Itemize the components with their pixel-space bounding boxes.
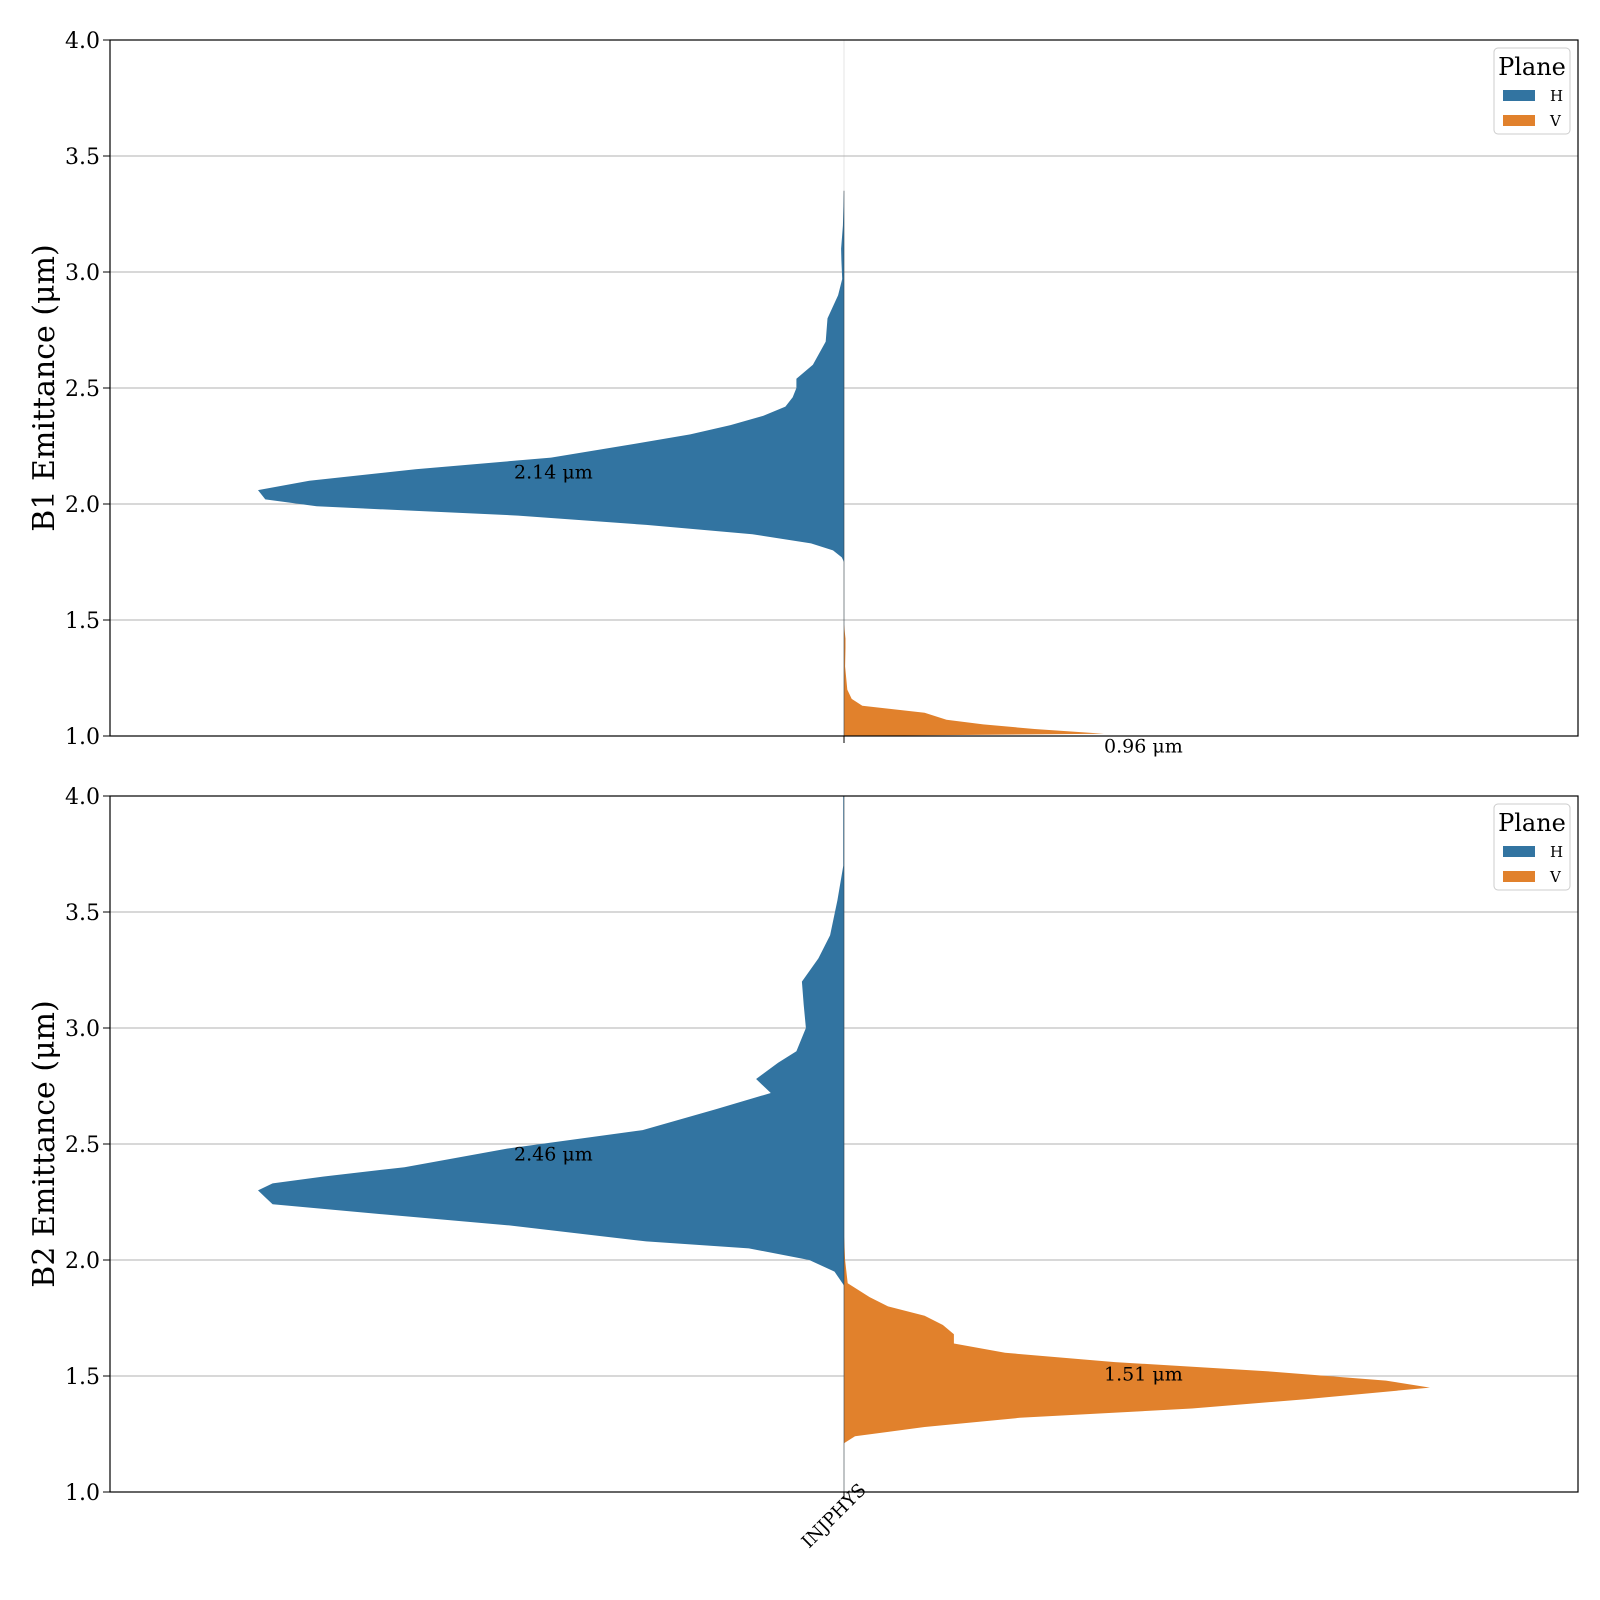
legend-swatch-v: [1503, 871, 1535, 882]
violin-h: [258, 190, 844, 563]
median-annotation-h: 2.46 μm: [514, 1143, 593, 1165]
legend-label-v: V: [1549, 112, 1562, 130]
y-axis-label: B2 Emittance (μm): [27, 1000, 62, 1287]
median-annotation-v: 0.96 μm: [1104, 735, 1183, 757]
category-axis: INJPHYS: [798, 1480, 871, 1553]
legend-label-v: V: [1549, 868, 1562, 886]
violin-h: [258, 796, 844, 1286]
y-tick-label: 2.5: [65, 1133, 100, 1158]
y-tick-label: 1.0: [65, 1481, 100, 1506]
y-tick-label: 3.0: [65, 261, 100, 286]
legend: Plane HV: [1493, 47, 1571, 135]
legend-swatch-h: [1503, 846, 1535, 857]
y-tick-label: 3.5: [65, 145, 100, 170]
panel-b2: 1.0 1.5 2.0 2.5 3.0 3.5 4.0 2.46 μm 1.51 μm B2 Em…: [27, 785, 1579, 1506]
median-annotation-v: 1.51 μm: [1104, 1364, 1183, 1386]
legend-swatch-v: [1503, 115, 1535, 126]
y-tick-label: 4.0: [65, 29, 100, 54]
y-tick-label: 3.0: [65, 1017, 100, 1042]
violin-v: [844, 1236, 1430, 1444]
y-tick-label: 2.5: [65, 377, 100, 402]
y-tick-label: 1.5: [65, 609, 100, 634]
legend-title: Plane: [1498, 809, 1566, 837]
y-tick-label: 3.5: [65, 901, 100, 926]
category-tick-label: INJPHYS: [798, 1480, 871, 1553]
y-tick-label: 2.0: [65, 1249, 100, 1274]
legend-label-h: H: [1550, 843, 1563, 861]
legend-swatch-h: [1503, 90, 1535, 101]
median-annotation-h: 2.14 μm: [514, 462, 593, 484]
panel-b1: 1.0 1.5 2.0 2.5 3.0 3.5 4.0 2.14 μm 0.96 μm B1 Em…: [27, 29, 1579, 757]
y-tick-label: 2.0: [65, 493, 100, 518]
legend-title: Plane: [1498, 53, 1566, 81]
legend-label-h: H: [1550, 87, 1563, 105]
legend: Plane HV: [1493, 803, 1571, 891]
y-tick-label: 1.5: [65, 1365, 100, 1390]
y-axis-label: B1 Emittance (μm): [27, 244, 62, 531]
y-tick-label: 1.0: [65, 725, 100, 750]
y-tick-label: 4.0: [65, 785, 100, 810]
violin-v: [844, 624, 1104, 736]
